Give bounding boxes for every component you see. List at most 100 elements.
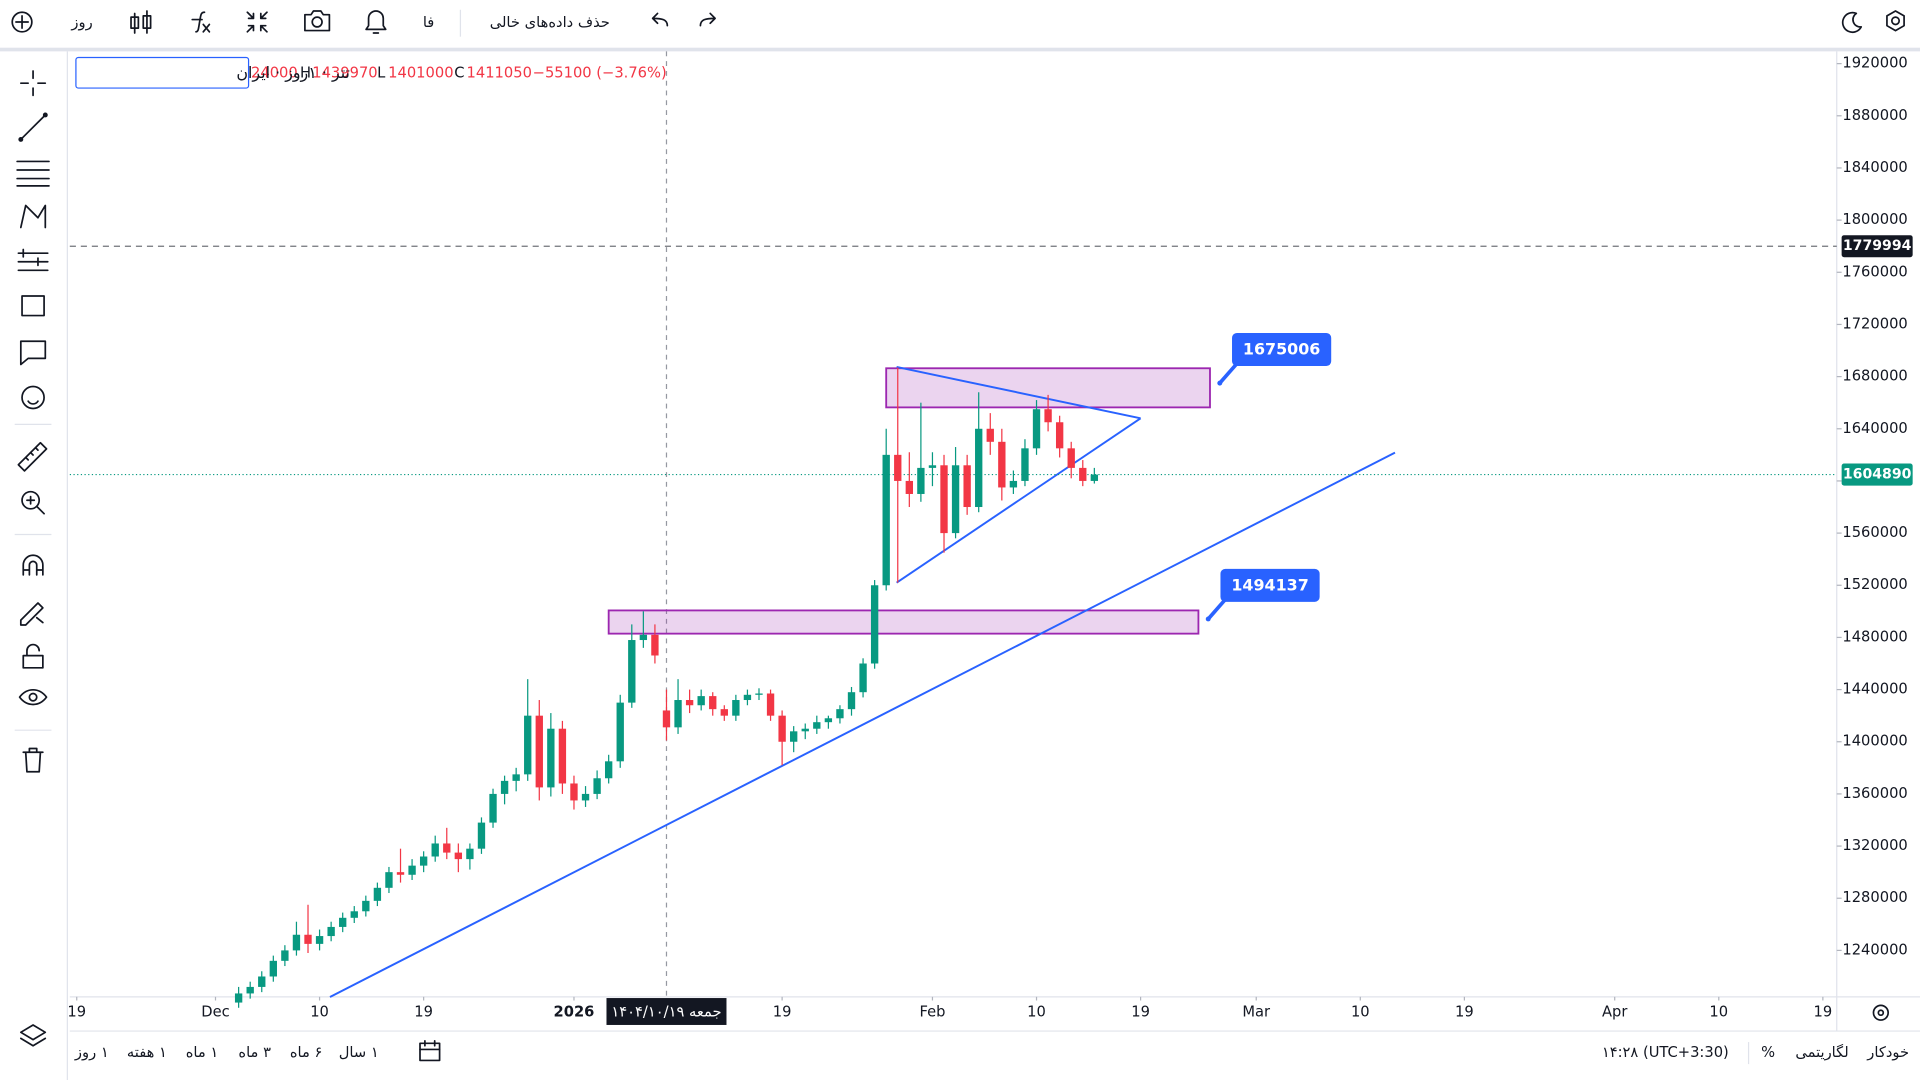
x-tick-label: 19 bbox=[67, 1004, 86, 1021]
legend-value: −55100 (−3.76%) bbox=[533, 64, 667, 81]
icon-tool[interactable] bbox=[21, 385, 45, 410]
price-label: 1779994 bbox=[1843, 238, 1912, 254]
lock-tool[interactable] bbox=[22, 643, 44, 669]
callout-box bbox=[1220, 568, 1320, 602]
candle-body bbox=[824, 718, 833, 723]
candle-body bbox=[547, 728, 555, 788]
candle-body bbox=[443, 843, 451, 853]
fib-tool[interactable] bbox=[16, 160, 50, 187]
candle-body bbox=[836, 709, 844, 719]
range-button[interactable]: ۱ روز bbox=[74, 1044, 109, 1061]
crosshair-label-bg bbox=[606, 998, 727, 1025]
interval-button[interactable]: روز bbox=[70, 14, 92, 31]
callout-box bbox=[1232, 332, 1332, 366]
add-symbol-button[interactable] bbox=[11, 11, 33, 33]
annotation-tool[interactable] bbox=[19, 340, 47, 366]
undo-button[interactable] bbox=[651, 12, 669, 27]
top-toolbar: روز فا حذف داده‌های خالی bbox=[0, 9, 1920, 52]
delete-tool[interactable] bbox=[22, 747, 44, 773]
remove-empty-button[interactable]: حذف داده‌های خالی bbox=[490, 14, 610, 31]
theme-button[interactable] bbox=[1841, 11, 1863, 34]
candle-body bbox=[489, 793, 497, 823]
trend-line-tool[interactable] bbox=[18, 112, 48, 142]
legend-value: 1401000 bbox=[388, 64, 453, 81]
legend-value: 1439970 bbox=[312, 64, 377, 81]
candle-body bbox=[628, 640, 636, 703]
magnet-tool[interactable] bbox=[22, 554, 44, 576]
candle-body bbox=[674, 700, 682, 728]
fullscreen-button[interactable] bbox=[246, 11, 268, 33]
candle-body bbox=[998, 441, 1006, 488]
pattern-tool[interactable] bbox=[19, 204, 47, 229]
timezone[interactable]: ۱۴:۲۸ (UTC+3:30) bbox=[1602, 1044, 1729, 1061]
range-button[interactable]: ۱ ماه bbox=[186, 1044, 219, 1061]
y-tick-label: 1800000 bbox=[1842, 211, 1907, 228]
x-tick-label: 19 bbox=[1131, 1004, 1150, 1021]
candle-body bbox=[512, 774, 520, 781]
candle-body bbox=[1090, 474, 1099, 481]
candle-body bbox=[281, 950, 289, 961]
callout-pointer bbox=[1206, 598, 1227, 621]
y-tick-label: 1880000 bbox=[1842, 107, 1907, 124]
x-tick-label: 10 bbox=[1027, 1004, 1046, 1021]
candle-body bbox=[859, 663, 867, 693]
legend-value: 24000 bbox=[251, 64, 298, 81]
callout-label: 1494137 bbox=[1231, 575, 1308, 594]
alert-button[interactable] bbox=[365, 10, 387, 34]
y-tick-label: 1480000 bbox=[1842, 628, 1907, 645]
legend-value: H bbox=[300, 64, 311, 81]
settings-button[interactable] bbox=[1886, 10, 1905, 32]
forecast-tool[interactable] bbox=[17, 248, 49, 272]
y-tick-label: 1320000 bbox=[1842, 837, 1907, 854]
shape-tool[interactable] bbox=[21, 295, 45, 317]
x-tick-label: 19 bbox=[1455, 1004, 1474, 1021]
price-label-bg bbox=[1841, 235, 1913, 258]
percent-toggle[interactable]: % bbox=[1761, 1044, 1775, 1061]
candle-body bbox=[570, 783, 578, 801]
chart-type-button[interactable] bbox=[130, 10, 152, 34]
auto-toggle[interactable]: خودکار bbox=[1866, 1044, 1909, 1061]
axis-settings-button[interactable] bbox=[1872, 1004, 1890, 1021]
x-tick-label: 10 bbox=[1709, 1004, 1728, 1021]
y-tick-label: 1720000 bbox=[1842, 315, 1907, 332]
range-button[interactable]: ۱ سال bbox=[339, 1044, 379, 1061]
callout-pointer bbox=[1218, 362, 1239, 385]
crosshair-tool[interactable] bbox=[19, 70, 47, 97]
measure-tool[interactable] bbox=[17, 441, 48, 472]
callout-anchor bbox=[1217, 380, 1223, 386]
candle-body bbox=[477, 822, 486, 849]
candle-body bbox=[639, 634, 648, 641]
date-range-button[interactable] bbox=[419, 1040, 441, 1062]
range-button[interactable]: ۳ ماه bbox=[238, 1044, 271, 1061]
candle-body bbox=[327, 926, 335, 937]
log-toggle[interactable]: لگاریتمی bbox=[1795, 1043, 1848, 1061]
redo-button[interactable] bbox=[699, 12, 716, 27]
x-tick-label: Feb bbox=[919, 1004, 945, 1021]
candle-body bbox=[616, 702, 624, 762]
candle-body bbox=[246, 986, 254, 994]
candle-body bbox=[697, 696, 705, 706]
candle-body bbox=[882, 454, 890, 586]
language-button[interactable]: فا bbox=[423, 14, 434, 31]
y-tick-label: 1280000 bbox=[1842, 889, 1907, 906]
y-tick-label: 1840000 bbox=[1842, 159, 1907, 176]
indicators-button[interactable] bbox=[191, 11, 211, 33]
symbol-box[interactable] bbox=[75, 56, 250, 89]
candle-body bbox=[581, 793, 590, 801]
range-button[interactable]: ۱ هفته bbox=[127, 1044, 167, 1061]
candle-body bbox=[269, 960, 277, 977]
candle-body bbox=[1055, 422, 1064, 449]
visibility-tool[interactable] bbox=[18, 688, 48, 706]
candle-body bbox=[315, 936, 324, 944]
candle-body bbox=[766, 693, 775, 716]
candle-body bbox=[685, 700, 694, 706]
snapshot-button[interactable] bbox=[304, 10, 331, 32]
candle-body bbox=[258, 976, 266, 987]
zoom-tool[interactable] bbox=[21, 490, 45, 515]
object-tree-button[interactable] bbox=[19, 1024, 47, 1047]
zone bbox=[607, 609, 1200, 635]
draw-mode-tool[interactable] bbox=[19, 602, 44, 626]
x-tick-label: 2026 bbox=[554, 1004, 595, 1021]
range-button[interactable]: ۶ ماه bbox=[290, 1044, 323, 1061]
